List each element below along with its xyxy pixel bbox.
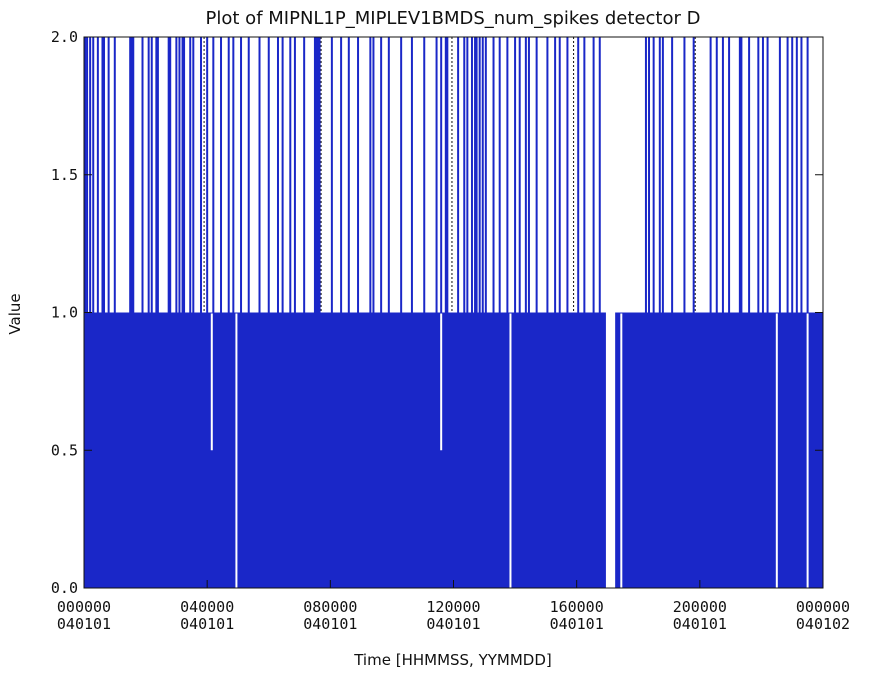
x-tick-time-label: 080000 [303, 598, 357, 616]
y-tick-label: 2.0 [51, 28, 78, 46]
x-tick-time-label: 120000 [426, 598, 480, 616]
x-axis-ticks: 0000000401010400000401010800000401011200… [57, 580, 850, 633]
y-tick-label: 1.5 [51, 166, 78, 184]
x-tick-date-label: 040101 [673, 615, 727, 633]
x-tick-time-label: 200000 [673, 598, 727, 616]
x-axis-label: Time [HHMMSS, YYMMDD] [353, 651, 552, 669]
x-tick-date-label: 040101 [57, 615, 111, 633]
chart-title: Plot of MIPNL1P_MIPLEV1BMDS_num_spikes d… [206, 8, 701, 29]
baseline-fill [84, 312, 823, 588]
x-tick-date-label: 040101 [550, 615, 604, 633]
x-tick-time-label: 040000 [180, 598, 234, 616]
y-tick-label: 0.0 [51, 579, 78, 597]
x-tick-date-label: 040101 [426, 615, 480, 633]
x-tick-time-label: 000000 [57, 598, 111, 616]
data-gap [605, 312, 616, 588]
x-tick-time-label: 160000 [550, 598, 604, 616]
y-axis-label: Value [6, 293, 24, 334]
y-tick-label: 0.5 [51, 441, 78, 459]
plot-area [83, 36, 824, 589]
x-tick-time-label: 000000 [796, 598, 850, 616]
x-tick-date-label: 040102 [796, 615, 850, 633]
x-tick-date-label: 040101 [180, 615, 234, 633]
x-tick-date-label: 040101 [303, 615, 357, 633]
y-axis-ticks: 0.0 0.5 1.0 1.5 2.0 [51, 28, 823, 597]
y-tick-label: 1.0 [51, 304, 78, 322]
